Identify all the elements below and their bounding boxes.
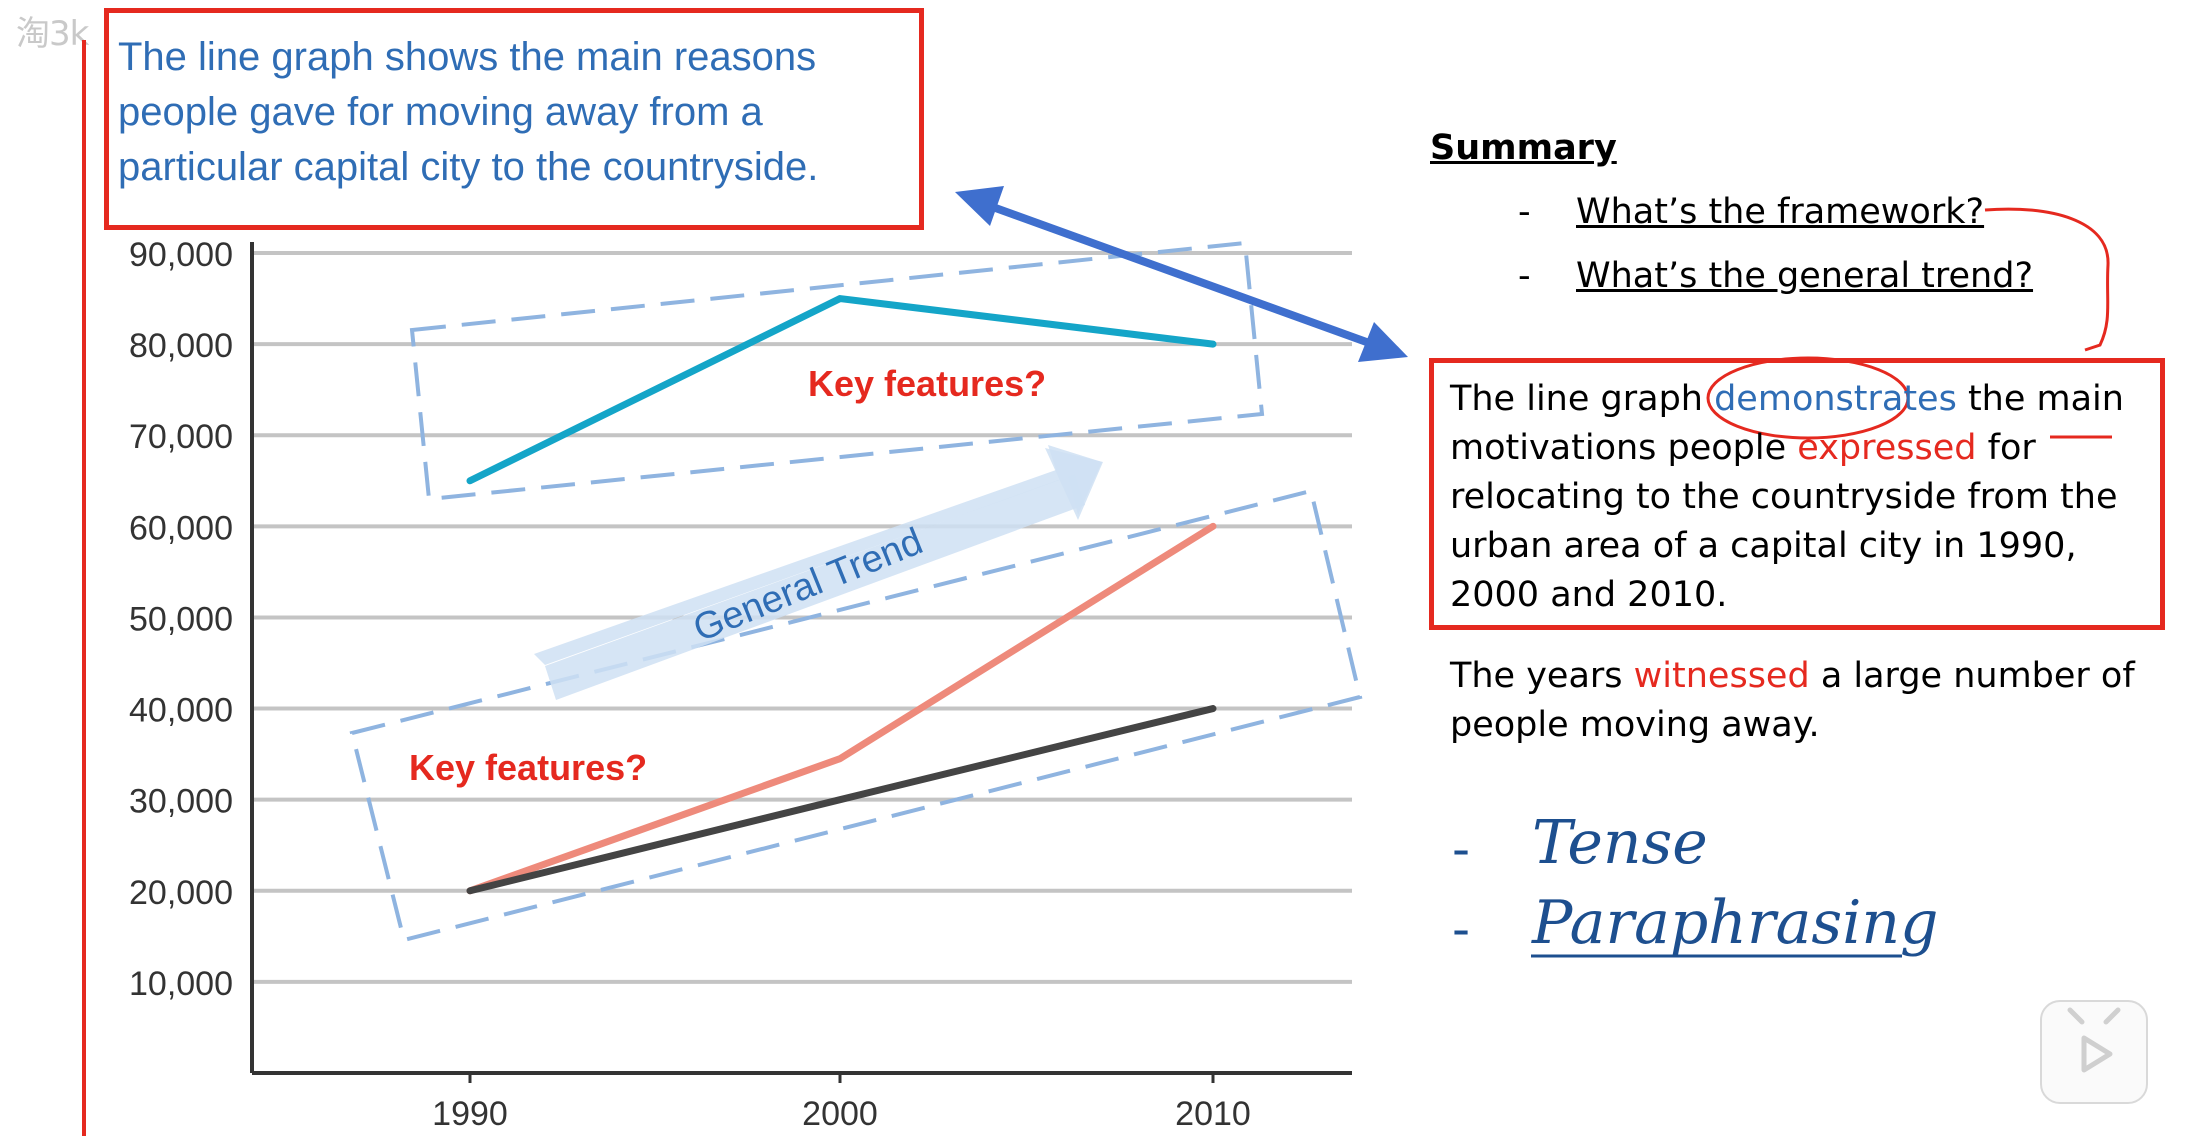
general-trend-arrow-head bbox=[1045, 448, 1103, 520]
highlight-word: witnessed bbox=[1633, 656, 1810, 696]
hand-bracket-curve bbox=[1984, 207, 2110, 352]
handwritten-dash: - bbox=[1452, 900, 1471, 958]
trend-paragraph: The years witnessed a large number of pe… bbox=[1450, 656, 2135, 745]
general-trend-arrow bbox=[534, 445, 1102, 665]
general-trend-arrow-body bbox=[545, 474, 1085, 700]
key-features-label-top: Key features? bbox=[808, 363, 1046, 404]
question-text: What’s the general trend? bbox=[1576, 256, 2034, 296]
general-trend-label: General Trend bbox=[688, 520, 929, 650]
play-icon bbox=[2067, 1007, 2121, 1073]
key-features-box-top bbox=[409, 240, 1265, 502]
key-features-label-bottom: Key features? bbox=[409, 747, 647, 788]
x-tick-label: 2010 bbox=[1175, 1095, 1251, 1133]
y-tick-label: 30,000 bbox=[129, 783, 233, 821]
y-tick-label: 70,000 bbox=[129, 418, 233, 456]
chart-description: The line graph shows the main reasons pe… bbox=[118, 35, 819, 189]
paraphrase-paragraph: The line graph demonstrates the main mot… bbox=[1450, 379, 2124, 615]
question-text: What’s the framework? bbox=[1576, 192, 1985, 232]
question-dash: - bbox=[1518, 192, 1531, 232]
y-tick-label: 20,000 bbox=[129, 874, 233, 912]
series-line-3 bbox=[466, 705, 1217, 895]
highlight-word: expressed bbox=[1797, 428, 1977, 468]
link-arrow-shaft bbox=[988, 202, 1374, 348]
x-tick-label: 2000 bbox=[802, 1095, 878, 1133]
key-features-box-bottom bbox=[349, 488, 1363, 943]
summary-heading: Summary bbox=[1430, 128, 1617, 168]
series-line-1 bbox=[466, 295, 1217, 485]
link-arrow-head-right bbox=[1358, 322, 1408, 362]
highlight-word: demonstrates bbox=[1714, 379, 1957, 419]
y-tick-label: 40,000 bbox=[129, 692, 233, 730]
y-tick-label: 80,000 bbox=[129, 327, 233, 365]
y-tick-label: 10,000 bbox=[129, 965, 233, 1003]
link-arrow-head-left bbox=[955, 186, 1004, 226]
question-dash: - bbox=[1518, 256, 1531, 296]
y-tick-label: 50,000 bbox=[129, 600, 233, 638]
x-tick-label: 1990 bbox=[432, 1095, 508, 1133]
y-tick-label: 90,000 bbox=[129, 236, 233, 274]
play-button[interactable] bbox=[2040, 1000, 2148, 1104]
title-box bbox=[104, 8, 924, 230]
paraphrase-box bbox=[1429, 358, 2165, 630]
handwritten-note: Tense bbox=[1532, 808, 1708, 878]
handwritten-dash: - bbox=[1452, 820, 1471, 878]
watermark-logo: 淘3k bbox=[16, 14, 89, 54]
series-line-2 bbox=[466, 522, 1217, 895]
handwritten-note: Paraphrasing bbox=[1532, 888, 1939, 958]
y-tick-label: 60,000 bbox=[129, 509, 233, 547]
